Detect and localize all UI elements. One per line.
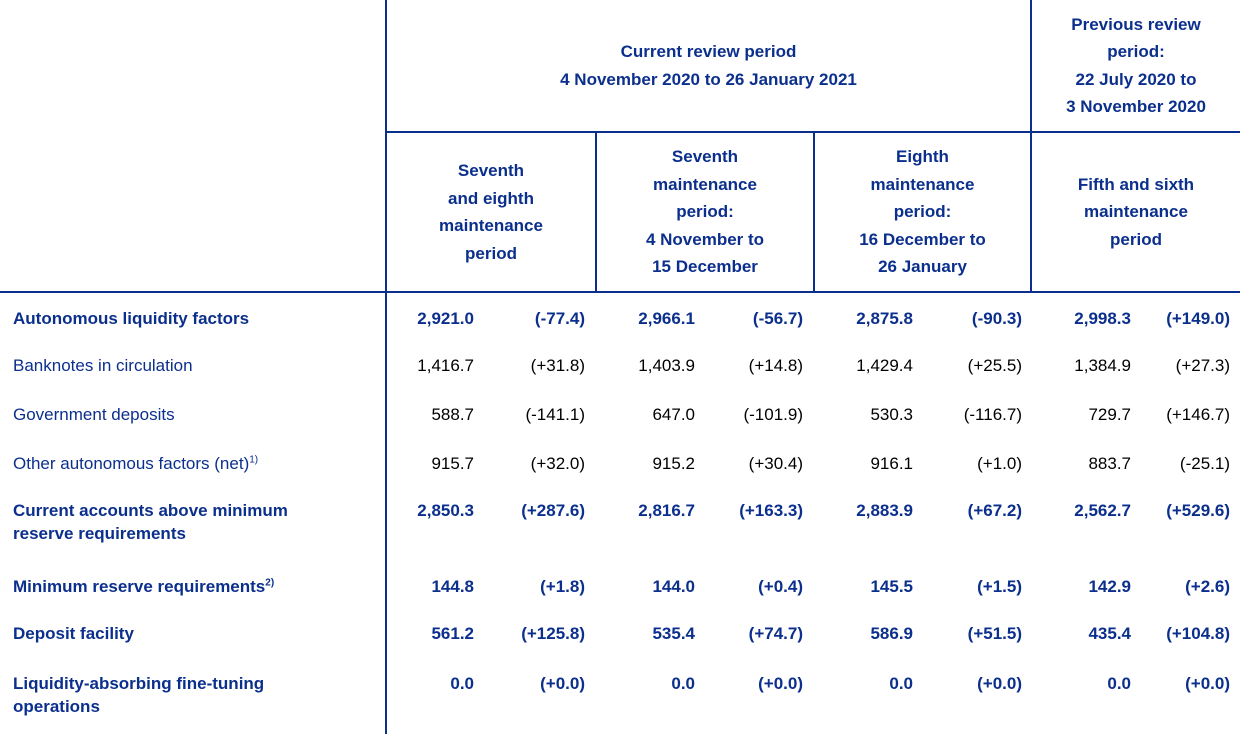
cell-level: 1,429.4 [856, 356, 913, 375]
cell-level: 1,416.7 [417, 356, 474, 375]
footnote-marker: 1) [249, 454, 259, 466]
cell-change: (+163.3) [739, 501, 803, 520]
cell-level: 144.8 [431, 577, 474, 596]
cell-change: (+529.6) [1166, 501, 1230, 520]
cell-change: (+104.8) [1166, 624, 1230, 643]
cell-change: (+0.0) [540, 674, 585, 693]
cell-level: 0.0 [1107, 674, 1131, 693]
cell-change: (+149.0) [1166, 309, 1230, 328]
row-label-text: Other autonomous factors (net) [13, 454, 250, 473]
row-label: Government deposits [13, 404, 373, 427]
row-label: Current accounts above minimum reserve r… [13, 500, 373, 545]
cell-level: 883.7 [1088, 454, 1131, 473]
cell-change: (+2.6) [1185, 577, 1230, 596]
cell-change: (-90.3) [971, 309, 1022, 328]
cell-change: (+14.8) [748, 356, 803, 375]
cell-level: 142.9 [1088, 577, 1131, 596]
cell-level: 2,883.9 [856, 501, 913, 520]
row-label: Other autonomous factors (net)1) [13, 453, 373, 476]
cell-change: (+27.3) [1175, 356, 1230, 375]
cell-level: 0.0 [671, 674, 695, 693]
cell-level: 2,875.8 [856, 309, 913, 328]
cell-change: (+287.6) [521, 501, 585, 520]
header-seventh-and-eighth: Seventh and eighth maintenance period [439, 161, 543, 263]
cell-change: (+25.5) [967, 356, 1022, 375]
cell-level: 435.4 [1088, 624, 1131, 643]
cell-change: (-141.1) [525, 405, 585, 424]
header-seventh-period: Seventh maintenance period: 4 November t… [645, 147, 765, 277]
cell-level: 0.0 [889, 674, 913, 693]
cell-change: (+1.5) [977, 577, 1022, 596]
cell-level: 915.2 [652, 454, 695, 473]
cell-change: (-101.9) [743, 405, 803, 424]
cell-change: (+31.8) [530, 356, 585, 375]
cell-level: 2,850.3 [417, 501, 474, 520]
cell-change: (-25.1) [1179, 454, 1230, 473]
footnote-marker: 2) [265, 577, 275, 589]
row-label: Banknotes in circulation [13, 355, 373, 378]
cell-level: 535.4 [652, 624, 695, 643]
cell-level: 2,816.7 [638, 501, 695, 520]
cell-level: 2,562.7 [1074, 501, 1131, 520]
cell-change: (+0.0) [758, 674, 803, 693]
cell-level: 2,921.0 [417, 309, 474, 328]
divider-label-column [385, 0, 387, 734]
divider-col-3 [813, 131, 815, 292]
cell-change: (-56.7) [752, 309, 803, 328]
cell-level: 145.5 [870, 577, 913, 596]
header-eighth-period: Eighth maintenance period: 16 December t… [859, 147, 986, 277]
cell-change: (-116.7) [963, 405, 1022, 424]
cell-change: (+32.0) [530, 454, 585, 473]
cell-change: (+30.4) [748, 454, 803, 473]
row-label: Autonomous liquidity factors [13, 308, 373, 331]
row-label-text: Liquidity-absorbing fine-tuning operatio… [13, 674, 265, 716]
cell-level: 2,966.1 [638, 309, 695, 328]
row-label: Liquidity-absorbing fine-tuning operatio… [13, 673, 373, 718]
cell-level: 144.0 [652, 577, 695, 596]
header-fifth-and-sixth: Fifth and sixth maintenance period [1077, 174, 1195, 249]
cell-change: (+1.0) [977, 454, 1022, 473]
row-label-text: Banknotes in circulation [13, 356, 193, 375]
cell-level: 530.3 [870, 405, 913, 424]
cell-level: 2,998.3 [1074, 309, 1131, 328]
cell-level: 588.7 [431, 405, 474, 424]
cell-level: 647.0 [652, 405, 695, 424]
cell-level: 915.7 [431, 454, 474, 473]
divider-header-bottom [0, 291, 1240, 293]
cell-change: (+0.0) [977, 674, 1022, 693]
header-previous-review-period: Previous review period: 22 July 2020 to … [1066, 14, 1206, 117]
row-label: Deposit facility [13, 623, 373, 646]
cell-level: 1,403.9 [638, 356, 695, 375]
cell-change: (+125.8) [521, 624, 585, 643]
row-label-text: Autonomous liquidity factors [13, 309, 250, 328]
row-label-text: Current accounts above minimum reserve r… [13, 501, 288, 543]
cell-level: 561.2 [431, 624, 474, 643]
row-label-text: Government deposits [13, 405, 175, 424]
row-label: Minimum reserve requirements2) [13, 576, 373, 599]
row-label-text: Deposit facility [13, 624, 134, 643]
cell-change: (+67.2) [967, 501, 1022, 520]
cell-change: (+146.7) [1166, 405, 1230, 424]
header-current-review-period: Current review period 4 November 2020 to… [560, 42, 857, 89]
cell-change: (+74.7) [748, 624, 803, 643]
cell-level: 586.9 [870, 624, 913, 643]
cell-level: 916.1 [870, 454, 913, 473]
cell-change: (+51.5) [967, 624, 1022, 643]
cell-level: 0.0 [450, 674, 474, 693]
cell-level: 1,384.9 [1074, 356, 1131, 375]
cell-change: (+0.0) [1185, 674, 1230, 693]
divider-header-mid [385, 131, 1240, 133]
cell-change: (+0.4) [758, 577, 803, 596]
cell-level: 729.7 [1088, 405, 1131, 424]
row-label-text: Minimum reserve requirements [13, 577, 266, 596]
cell-change: (-77.4) [534, 309, 585, 328]
divider-col-2 [595, 131, 597, 292]
divider-previous-period [1030, 0, 1032, 292]
cell-change: (+1.8) [540, 577, 585, 596]
